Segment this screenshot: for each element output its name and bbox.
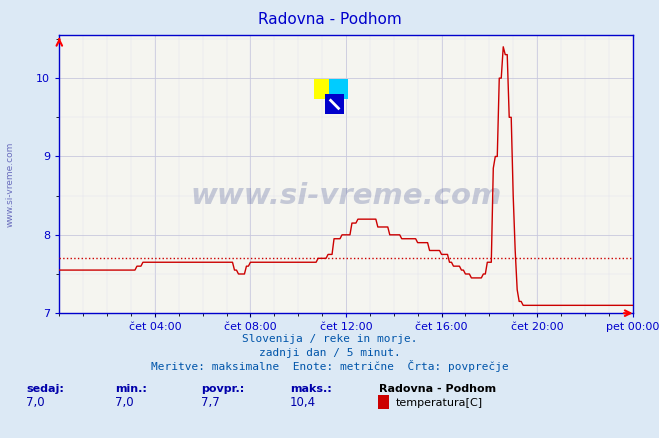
Text: www.si-vreme.com: www.si-vreme.com (6, 141, 15, 226)
Text: povpr.:: povpr.: (201, 384, 244, 394)
Text: 10,4: 10,4 (290, 396, 316, 410)
Text: Radovna - Podhom: Radovna - Podhom (379, 384, 496, 394)
Text: 7,7: 7,7 (201, 396, 219, 410)
Text: 7,0: 7,0 (115, 396, 134, 410)
Text: maks.:: maks.: (290, 384, 331, 394)
Text: 7,0: 7,0 (26, 396, 45, 410)
Text: sedaj:: sedaj: (26, 384, 64, 394)
Text: min.:: min.: (115, 384, 147, 394)
Text: Radovna - Podhom: Radovna - Podhom (258, 12, 401, 27)
Text: Slovenija / reke in morje.: Slovenija / reke in morje. (242, 335, 417, 344)
Text: zadnji dan / 5 minut.: zadnji dan / 5 minut. (258, 348, 401, 357)
Text: Meritve: maksimalne  Enote: metrične  Črta: povprečje: Meritve: maksimalne Enote: metrične Črta… (151, 360, 508, 372)
Text: temperatura[C]: temperatura[C] (395, 399, 482, 409)
Text: www.si-vreme.com: www.si-vreme.com (190, 182, 501, 210)
